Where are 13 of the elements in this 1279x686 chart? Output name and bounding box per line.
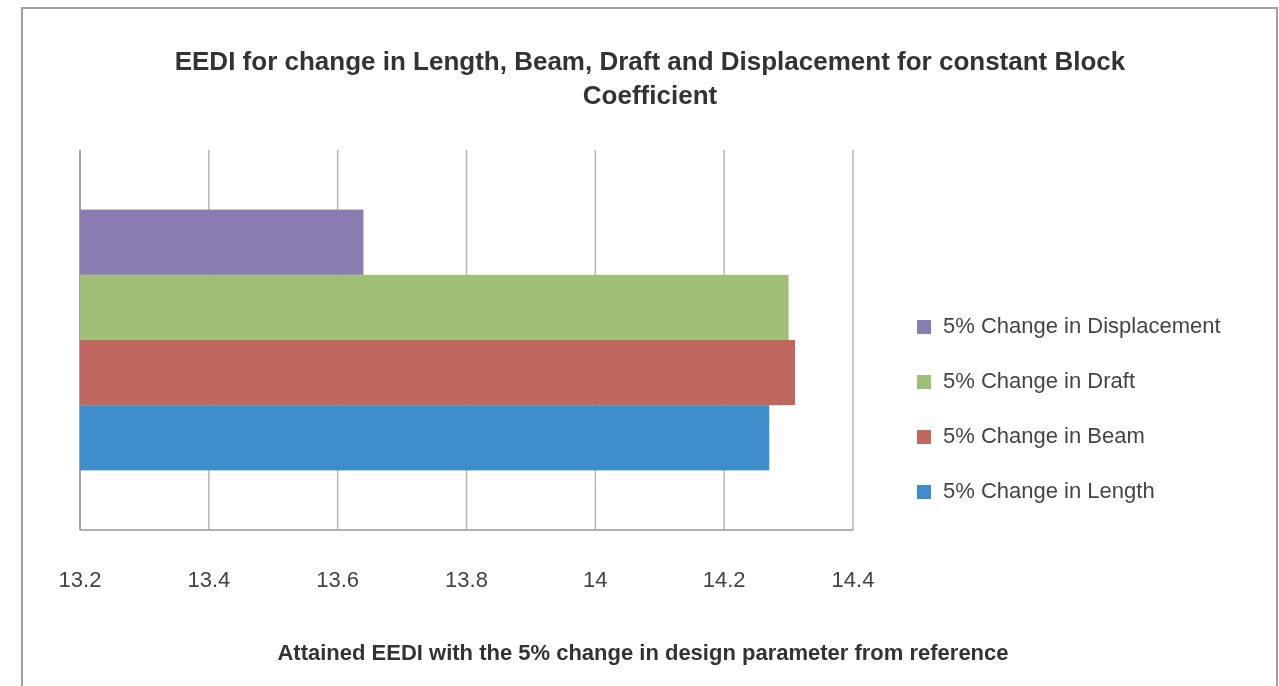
legend-label: 5% Change in Beam xyxy=(943,422,1145,448)
x-tick-label: 14 xyxy=(583,567,608,592)
x-tick-label: 13.8 xyxy=(445,567,488,592)
x-tick-label: 14.4 xyxy=(831,567,875,592)
x-tick-label: 13.2 xyxy=(58,567,102,592)
legend-label: 5% Change in Draft xyxy=(943,367,1135,393)
x-tick-label: 13.6 xyxy=(316,567,360,592)
x-tick-label: 13.4 xyxy=(187,567,231,592)
x-tick-label: 14.2 xyxy=(702,567,746,592)
legend-label: 5% Change in Displacement xyxy=(943,312,1221,338)
legend-label: 5% Change in Length xyxy=(943,477,1155,503)
chart-title: EEDI for change in Length, Beam, Draft and Displacement for constant Block Coefficient xyxy=(174,46,1126,110)
x-axis-title: Attained EEDI with the 5% change in design parameter from reference xyxy=(277,640,1009,665)
